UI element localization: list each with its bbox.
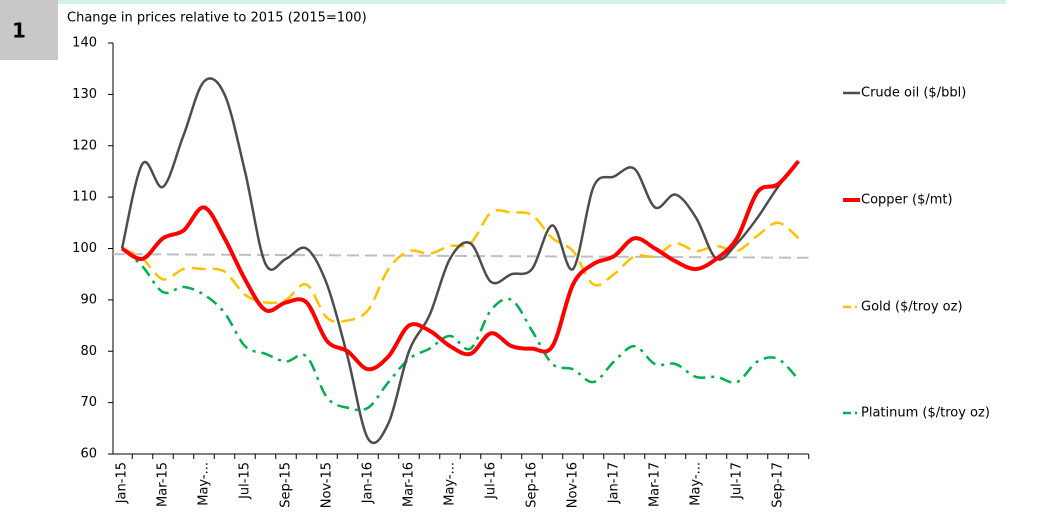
x-tick-label: Nov-16 — [566, 462, 581, 508]
badge: 1 — [12, 19, 26, 43]
x-tick-label: Jan-15 — [115, 462, 130, 504]
y-tick-label: 140 — [72, 36, 97, 51]
y-tick-label: 70 — [80, 395, 97, 410]
chart-title: Change in prices relative to 2015 (2015=… — [67, 11, 367, 26]
badge-box — [0, 0, 58, 60]
y-tick-label: 80 — [80, 344, 97, 359]
y-tick-label: 90 — [80, 292, 97, 307]
legend-label: Gold ($/troy oz) — [861, 300, 963, 315]
x-tick-label: May-... — [443, 462, 458, 506]
x-tick-label: Jan-16 — [361, 462, 376, 504]
legend-label: Platinum ($/troy oz) — [861, 406, 990, 421]
y-tick-label: 120 — [72, 138, 97, 153]
x-tick-label: Mar-16 — [402, 462, 417, 507]
x-tick-label: Mar-17 — [648, 462, 663, 507]
x-tick-label: May-... — [197, 462, 212, 506]
series-line — [121, 208, 800, 324]
y-tick-label: 110 — [72, 190, 97, 205]
series-line — [120, 77, 800, 445]
reference-line — [112, 253, 809, 259]
legend-label: Crude oil ($/bbl) — [861, 86, 966, 101]
series-line — [121, 247, 800, 412]
y-tick-label: 100 — [72, 241, 97, 256]
x-tick-label: Nov-15 — [320, 462, 335, 508]
x-tick-label: Jul-15 — [238, 462, 253, 500]
x-tick-label: Sep-17 — [771, 462, 786, 508]
x-tick-label: Mar-15 — [156, 462, 171, 507]
x-tick-label: Jul-17 — [730, 462, 745, 500]
series-line — [120, 159, 801, 372]
legend-label: Copper ($/mt) — [861, 193, 953, 208]
x-tick-label: May-... — [689, 462, 704, 506]
x-tick-label: Sep-16 — [525, 462, 540, 508]
top-strip — [58, 0, 1006, 4]
x-tick-label: Jul-16 — [484, 462, 499, 500]
y-tick-label: 60 — [80, 447, 97, 462]
y-tick-label: 130 — [72, 87, 97, 102]
x-tick-label: Jan-17 — [607, 462, 622, 504]
x-tick-label: Sep-15 — [279, 462, 294, 508]
